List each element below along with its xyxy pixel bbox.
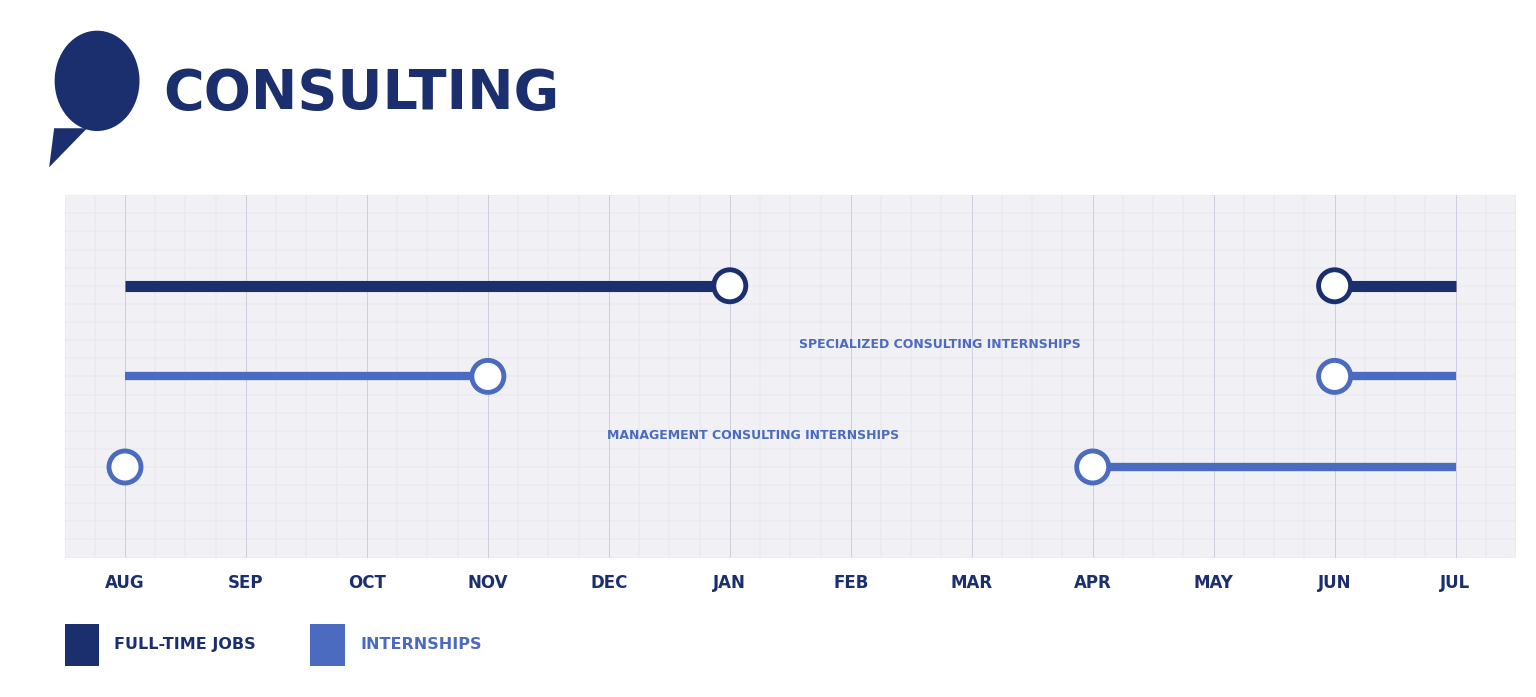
Ellipse shape (714, 270, 746, 302)
Ellipse shape (109, 451, 141, 483)
Ellipse shape (472, 360, 504, 392)
Text: CONSULTING: CONSULTING (163, 67, 559, 121)
Ellipse shape (1318, 360, 1350, 392)
Text: INTERNSHIPS: INTERNSHIPS (361, 637, 482, 652)
Ellipse shape (1318, 270, 1350, 302)
FancyBboxPatch shape (65, 624, 98, 666)
Ellipse shape (55, 31, 140, 131)
Text: MANAGEMENT CONSULTING INTERNSHIPS: MANAGEMENT CONSULTING INTERNSHIPS (607, 429, 899, 442)
Ellipse shape (1077, 451, 1109, 483)
Polygon shape (49, 128, 88, 167)
Text: SPECIALIZED CONSULTING INTERNSHIPS: SPECIALIZED CONSULTING INTERNSHIPS (799, 338, 1081, 351)
FancyBboxPatch shape (310, 624, 346, 666)
Text: FULL-TIME JOBS: FULL-TIME JOBS (115, 637, 257, 652)
